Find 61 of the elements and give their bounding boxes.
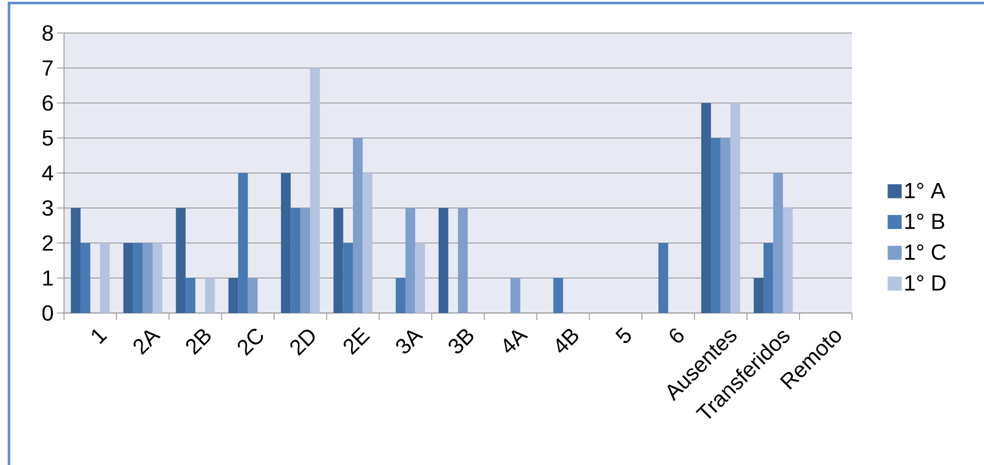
bar: [553, 278, 564, 313]
bar: [310, 68, 320, 313]
x-tick-label: 3A: [396, 330, 424, 354]
bar: [510, 278, 520, 313]
y-tick-label: 4: [42, 165, 54, 181]
x-tick-label: 2C: [238, 328, 263, 356]
bar: [458, 208, 468, 313]
bar: [658, 243, 668, 313]
bar: [415, 243, 425, 313]
bar: [754, 278, 764, 313]
bar: [133, 243, 143, 313]
bar: [730, 103, 740, 313]
bar: [405, 208, 416, 313]
bar: [152, 243, 162, 313]
y-tick-label: 1: [43, 270, 53, 286]
y-tick-label: 6: [42, 95, 53, 111]
x-tick-label: 2A: [134, 330, 161, 355]
bar: [300, 208, 310, 313]
bar: [176, 208, 186, 313]
bar: [710, 138, 721, 313]
bar: [142, 243, 153, 313]
y-tick-label: 0: [42, 305, 53, 321]
bar: [100, 243, 110, 313]
bar: [352, 138, 363, 313]
x-tick-label: 3B: [448, 329, 474, 354]
bar: [248, 278, 258, 313]
bar: [238, 173, 248, 313]
bar: [343, 243, 353, 313]
legend-label: 1° C: [905, 244, 946, 260]
legend-label: 1° A: [905, 182, 946, 198]
bar: [70, 208, 81, 313]
x-tick-label: 2D: [290, 330, 315, 356]
y-tick-label: 7: [42, 60, 53, 76]
legend-label: 1° D: [905, 275, 946, 290]
x-tick-label: 2B: [186, 329, 211, 355]
bar: [290, 208, 300, 313]
y-tick-label: 8: [42, 25, 53, 41]
x-tick-label: 5: [615, 327, 631, 343]
bar: [280, 173, 291, 313]
bar: [362, 173, 372, 313]
x-tick-label: 4A: [504, 330, 528, 353]
bar: [773, 173, 783, 313]
bar: [334, 208, 344, 313]
bar: [396, 278, 406, 313]
legend-label: 1° B: [905, 214, 944, 229]
bar: [123, 243, 134, 313]
x-tick-label: 1: [92, 329, 108, 344]
bar: [228, 278, 238, 313]
bar: [186, 278, 196, 313]
y-tick-label: 5: [42, 130, 53, 146]
x-tick-label: 2E: [344, 327, 370, 355]
y-tick-label: 2: [42, 235, 53, 251]
bar: [763, 243, 774, 313]
bar: [782, 208, 793, 313]
bar: [438, 208, 448, 313]
y-tick-label: 3: [42, 200, 53, 216]
x-tick-label: 4B: [556, 328, 578, 353]
bar: [701, 103, 711, 313]
bar: [720, 138, 730, 313]
bar: [205, 278, 215, 313]
bar: [80, 243, 90, 313]
